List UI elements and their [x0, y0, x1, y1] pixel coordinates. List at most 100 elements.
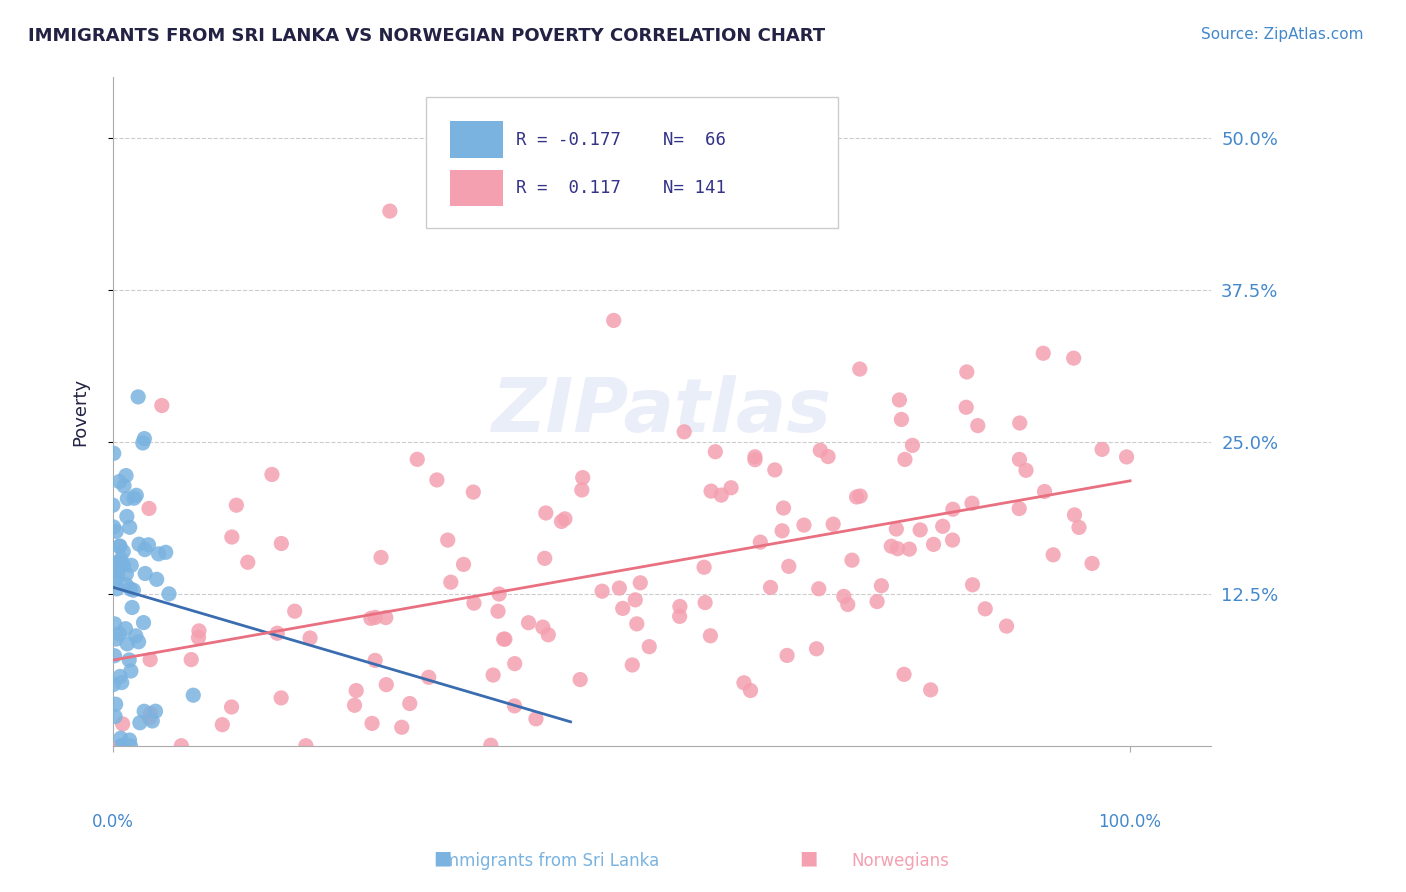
Point	[134, 566, 156, 581]
Point	[440, 575, 463, 590]
Point	[150, 399, 173, 413]
Point	[1042, 548, 1064, 562]
Point	[125, 488, 148, 502]
Point	[134, 704, 156, 718]
Point	[145, 572, 167, 586]
Point	[236, 555, 259, 569]
Point	[391, 720, 413, 734]
Point	[503, 698, 526, 713]
Point	[118, 520, 141, 534]
Point	[284, 604, 307, 618]
Point	[117, 491, 139, 506]
Point	[1015, 463, 1038, 477]
Point	[668, 609, 690, 624]
Point	[111, 717, 134, 731]
Point	[889, 392, 911, 407]
Point	[157, 587, 180, 601]
Point	[436, 533, 458, 547]
Point	[591, 584, 613, 599]
Point	[110, 552, 132, 566]
Point	[995, 619, 1018, 633]
Point	[105, 582, 128, 596]
Point	[101, 498, 124, 512]
Point	[966, 418, 988, 433]
Point	[624, 592, 647, 607]
Point	[621, 657, 644, 672]
Point	[759, 581, 782, 595]
Point	[107, 556, 129, 570]
Point	[700, 484, 723, 499]
Point	[121, 600, 143, 615]
Point	[148, 547, 170, 561]
Point	[772, 501, 794, 516]
Point	[638, 640, 661, 654]
Point	[128, 635, 150, 649]
Point	[571, 470, 593, 484]
Text: ZIPatlas: ZIPatlas	[492, 375, 832, 448]
Point	[118, 733, 141, 747]
Point	[569, 673, 592, 687]
Point	[141, 714, 163, 728]
Point	[453, 558, 475, 572]
Point	[901, 438, 924, 452]
Point	[849, 362, 872, 376]
Point	[344, 683, 367, 698]
Point	[418, 670, 440, 684]
Point	[139, 653, 162, 667]
Point	[139, 706, 162, 721]
Point	[103, 520, 125, 534]
Point	[479, 738, 502, 752]
Point	[105, 632, 128, 646]
Point	[120, 582, 142, 596]
Point	[533, 551, 555, 566]
Point	[770, 524, 793, 538]
Point	[120, 558, 142, 573]
Text: R = -0.177    N=  66: R = -0.177 N= 66	[516, 130, 725, 149]
Point	[537, 628, 560, 642]
Point	[733, 675, 755, 690]
Point	[817, 450, 839, 464]
Point	[1033, 484, 1056, 499]
Point	[890, 412, 912, 426]
Point	[1032, 346, 1054, 360]
Point	[187, 631, 209, 645]
Point	[406, 452, 429, 467]
Point	[922, 537, 945, 551]
Point	[108, 539, 131, 553]
Point	[361, 716, 384, 731]
Point	[105, 564, 128, 578]
Point	[841, 553, 863, 567]
Point	[463, 485, 485, 500]
Point	[110, 739, 132, 753]
Point	[103, 556, 125, 570]
Point	[699, 629, 721, 643]
Point	[221, 700, 243, 714]
Text: Source: ZipAtlas.com: Source: ZipAtlas.com	[1201, 27, 1364, 42]
Point	[225, 498, 247, 512]
Point	[104, 616, 127, 631]
Point	[807, 582, 830, 596]
Point	[375, 678, 398, 692]
Point	[122, 491, 145, 506]
Point	[886, 541, 908, 556]
Point	[110, 731, 132, 746]
Point	[503, 657, 526, 671]
Point	[956, 365, 979, 379]
Point	[482, 668, 505, 682]
Point	[110, 557, 132, 571]
Point	[115, 637, 138, 651]
Point	[398, 697, 420, 711]
Point	[609, 581, 631, 595]
Bar	[450, 121, 503, 158]
Point	[343, 698, 366, 713]
Point	[744, 452, 766, 467]
Text: ■: ■	[433, 849, 453, 868]
Point	[749, 535, 772, 549]
Point	[494, 632, 516, 647]
Point	[104, 709, 127, 723]
Point	[221, 530, 243, 544]
Point	[115, 509, 138, 524]
Point	[931, 519, 953, 533]
Point	[1081, 557, 1104, 571]
Point	[181, 688, 204, 702]
